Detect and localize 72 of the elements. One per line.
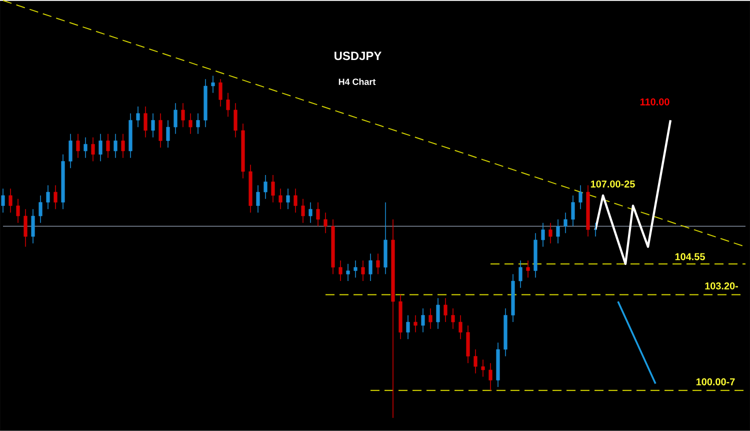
candlestick xyxy=(46,184,50,210)
candlestick xyxy=(188,113,192,134)
candlestick xyxy=(174,102,178,134)
candlestick xyxy=(578,184,582,210)
candlestick xyxy=(324,212,328,234)
candlestick xyxy=(31,208,35,244)
candlestick xyxy=(84,137,88,158)
candlestick xyxy=(54,184,58,210)
annotation: 107.00-25 xyxy=(590,180,635,188)
candlestick xyxy=(211,75,215,94)
candlestick xyxy=(361,260,365,282)
candlestick xyxy=(564,212,568,234)
candlestick xyxy=(196,113,200,134)
candlestick xyxy=(376,253,380,275)
candlestick xyxy=(166,120,170,148)
candlestick xyxy=(114,134,118,158)
candlestick xyxy=(428,308,432,330)
candlestick xyxy=(158,113,162,148)
candlestick xyxy=(556,219,560,244)
candlestick xyxy=(136,106,140,128)
candlestick xyxy=(106,134,110,158)
candlestick xyxy=(286,188,290,210)
candlestick xyxy=(466,325,470,364)
annotation: 103.20- xyxy=(705,282,738,290)
chart-title: USDJPY xyxy=(334,52,382,60)
candlestick xyxy=(24,208,28,248)
annotation: 100.00-7 xyxy=(696,378,735,386)
candlestick xyxy=(414,314,418,333)
candlestick xyxy=(368,253,372,282)
chart-subtitle: H4 Chart xyxy=(338,78,376,86)
candlestick xyxy=(1,188,5,214)
candlestick xyxy=(16,198,20,224)
candlestick xyxy=(181,102,185,128)
candlestick xyxy=(346,264,350,282)
candlestick xyxy=(256,184,260,214)
candlestick xyxy=(308,202,312,224)
candlestick xyxy=(278,188,282,210)
candlestick xyxy=(526,260,530,278)
candlestick xyxy=(338,260,342,282)
candlestick xyxy=(301,198,305,224)
candlestick xyxy=(316,202,320,227)
candlestick xyxy=(406,314,410,340)
candlestick xyxy=(38,195,42,224)
candlestick xyxy=(548,222,552,244)
candlestick xyxy=(421,308,425,333)
candlestick xyxy=(226,92,230,118)
candlestick xyxy=(541,222,545,248)
annotation: 104.55 xyxy=(675,253,705,260)
candlestick xyxy=(436,298,440,330)
candlestick xyxy=(474,349,478,374)
candlestick xyxy=(354,260,358,278)
candlestick xyxy=(218,78,222,108)
candlestick xyxy=(98,134,102,162)
candlestick xyxy=(8,188,12,214)
candlestick xyxy=(121,134,125,158)
candlestick xyxy=(294,188,298,214)
candlestick xyxy=(518,260,522,288)
candlestick xyxy=(68,134,72,169)
candlestick xyxy=(91,137,95,162)
candlestick xyxy=(571,195,575,227)
candlestick xyxy=(458,314,462,340)
candlestick xyxy=(234,102,238,138)
candlestick xyxy=(451,308,455,330)
candlestick xyxy=(271,174,275,203)
candlestick xyxy=(481,359,485,378)
candlestick xyxy=(151,113,155,138)
candlestick xyxy=(144,106,148,138)
candlestick xyxy=(488,362,492,391)
candlestick xyxy=(264,174,268,200)
annotation: 110.00 xyxy=(640,98,670,106)
candlestick xyxy=(76,134,80,158)
candlestick xyxy=(444,298,448,323)
